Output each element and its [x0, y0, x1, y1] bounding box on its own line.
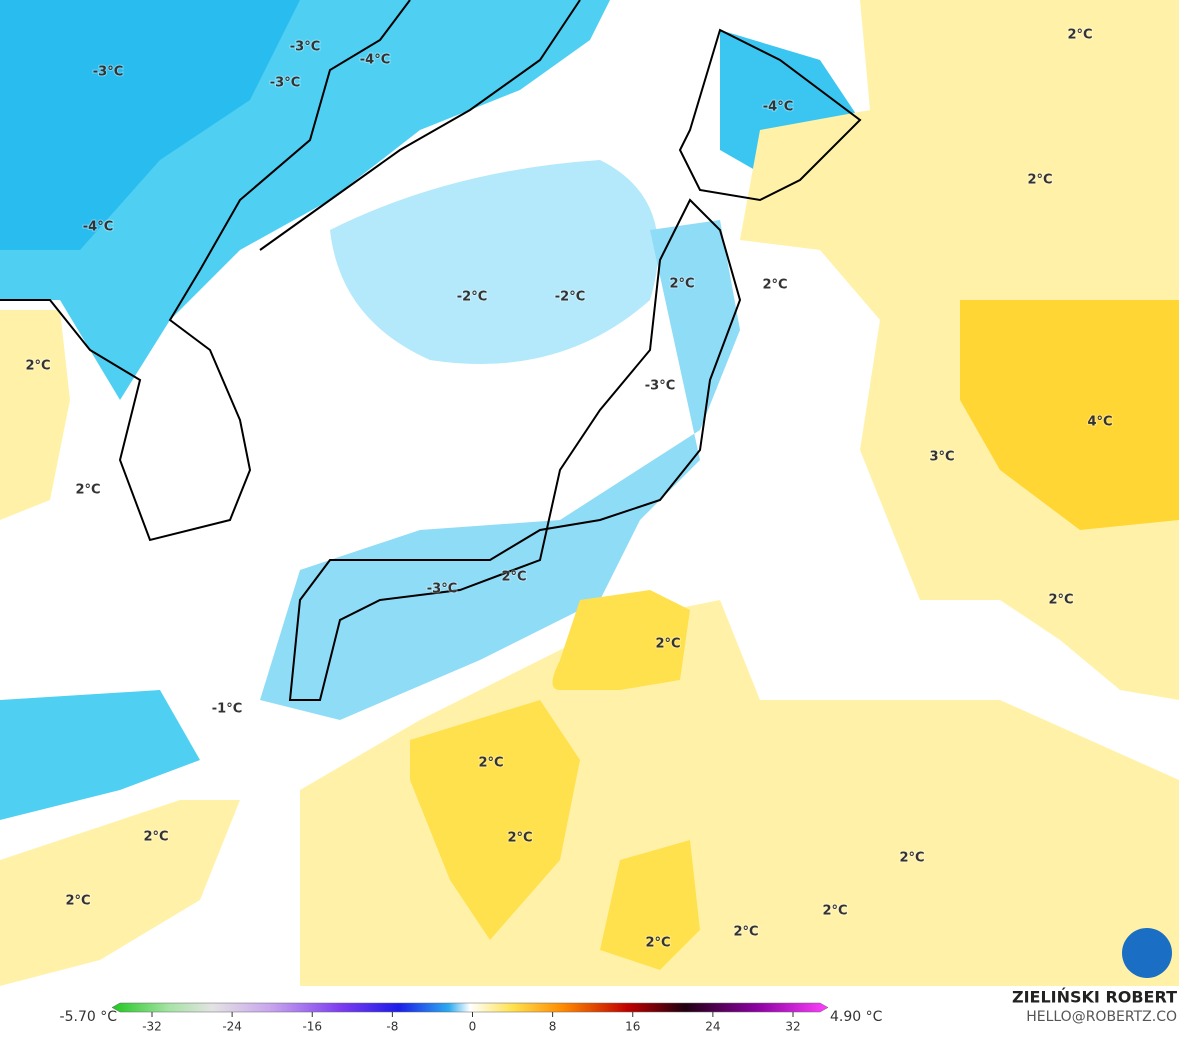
- map-label: 2°C: [762, 278, 787, 293]
- map-label: -4°C: [360, 53, 390, 68]
- map-label: -2°C: [457, 290, 487, 305]
- credit-name: ZIELIŃSKI ROBERT: [1012, 988, 1177, 1007]
- colorbar-tick-label: 8: [549, 1020, 557, 1034]
- map-label: 2°C: [75, 483, 100, 498]
- warm-core: [960, 300, 1179, 530]
- map-label: 2°C: [65, 894, 90, 909]
- coastlines: [0, 0, 862, 701]
- colorbar-max: 4.90 °C: [830, 1009, 883, 1025]
- map-label: 2°C: [733, 925, 758, 940]
- colorbar-tick-label: 24: [705, 1020, 720, 1034]
- cold-south: [0, 690, 200, 820]
- credit-contact: HELLO@ROBERTZ.CO: [1026, 1009, 1177, 1025]
- map-label: -3°C: [645, 379, 675, 394]
- colorbar: [111, 1002, 829, 1013]
- map-label: -1°C: [212, 702, 242, 717]
- warm-west: [0, 310, 240, 986]
- map-label: 2°C: [899, 851, 924, 866]
- fields: [0, 0, 1179, 986]
- colorbar-tick-label: 16: [625, 1020, 640, 1034]
- map-label: -3°C: [427, 582, 457, 597]
- map-label: -4°C: [763, 100, 793, 115]
- colorbar-tick-label: -16: [302, 1020, 322, 1034]
- map-label: 2°C: [143, 830, 168, 845]
- warm-east: [740, 0, 1179, 700]
- map-label: 2°C: [822, 904, 847, 919]
- colorbar-tick-label: -32: [142, 1020, 162, 1034]
- noaa-logo: [1122, 928, 1172, 978]
- map-label: -3°C: [270, 76, 300, 91]
- map-label: 2°C: [478, 756, 503, 771]
- warm-patch: [552, 590, 690, 690]
- coastline: [678, 28, 862, 202]
- warm-patch: [600, 840, 700, 970]
- map-label: 2°C: [655, 637, 680, 652]
- map-label: -2°C: [555, 290, 585, 305]
- map-label: 2°C: [1048, 593, 1073, 608]
- colorbar-tick-label: -24: [222, 1020, 242, 1034]
- colorbar-tick-label: -8: [386, 1020, 398, 1034]
- cool-japan: [260, 220, 740, 720]
- coastline: [259, 0, 581, 251]
- map-label: 2°C: [669, 277, 694, 292]
- labels: -3°C -3°C -3°C -4°C -4°C -4°C 2°C 2°C -2°C -2°C 2°…: [24, 27, 1113, 952]
- colorbar-tick-label: 0: [469, 1020, 477, 1034]
- map-label: 2°C: [645, 936, 670, 951]
- cool-sea: [330, 160, 659, 364]
- map-label: 2°C: [507, 831, 532, 846]
- map-label: 2°C: [1067, 28, 1092, 43]
- map-label: 2°C: [25, 359, 50, 374]
- coastline: [288, 198, 742, 701]
- colorbar-tick-label: 32: [785, 1020, 800, 1034]
- colorbar-min: -5.70 °C: [60, 1009, 118, 1025]
- map-label: 2°C: [1027, 173, 1052, 188]
- map-label: -4°C: [83, 220, 113, 235]
- map-label: -3°C: [93, 65, 123, 80]
- map-label: 4°C: [1087, 415, 1112, 430]
- coastline: [0, 0, 411, 542]
- map-label: -3°C: [290, 40, 320, 55]
- map-label: 3°C: [929, 450, 954, 465]
- map-label: 2°C: [501, 570, 526, 585]
- cold-core: [0, 0, 300, 250]
- warm-patch: [410, 700, 580, 940]
